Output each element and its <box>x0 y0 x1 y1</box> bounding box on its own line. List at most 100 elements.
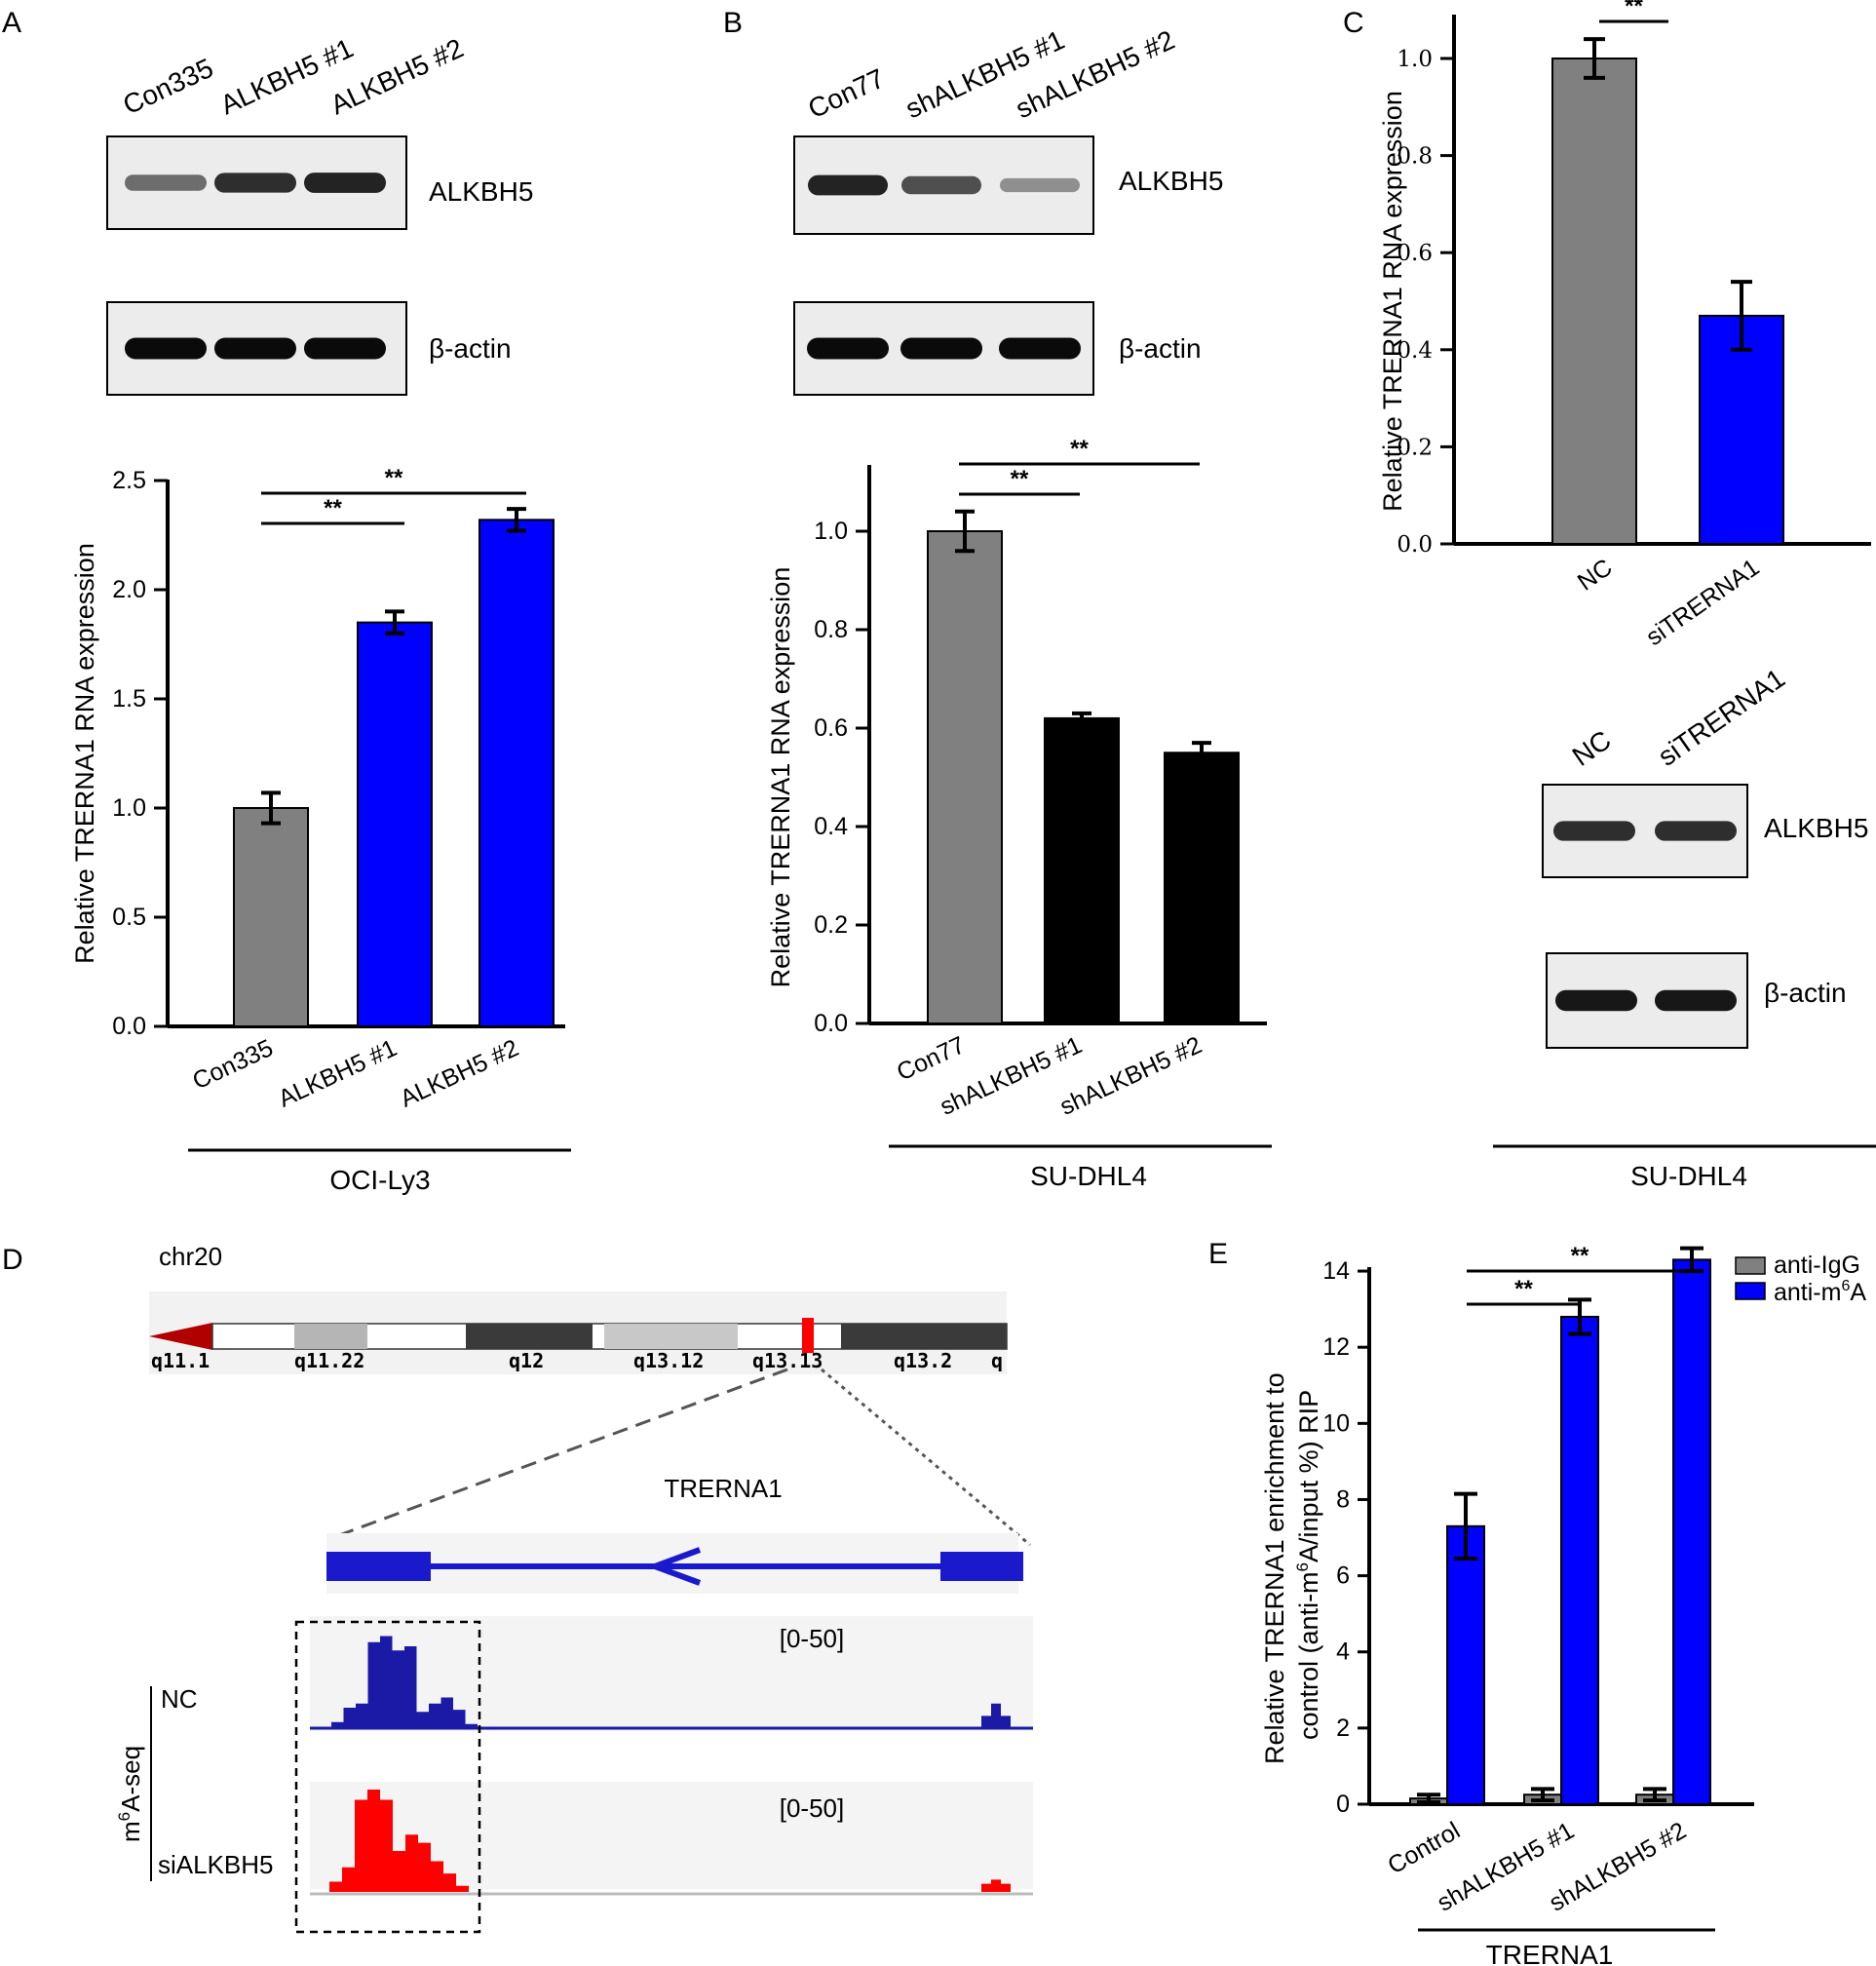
group-label-a: OCI-Ly3 <box>188 1148 571 1195</box>
group-label-text: SU-DHL4 <box>1030 1161 1147 1191</box>
blot-label-actin: β-actin <box>1119 333 1202 364</box>
y-tick-label: 0.2 <box>814 911 848 939</box>
blot-lane-label: siTRERNA1 <box>1653 663 1790 772</box>
group-label-text: SU-DHL4 <box>1630 1161 1747 1191</box>
blot-alkbh5 <box>793 135 1094 235</box>
y-tick-label: 1.0 <box>814 518 848 545</box>
blot-band <box>1555 989 1637 1012</box>
bar <box>927 530 1003 1024</box>
blot-actin <box>793 301 1094 396</box>
y-tick-label: 2 <box>1336 1715 1350 1742</box>
legend-label-m6a: anti-m6A <box>1774 1278 1866 1306</box>
coverage-peak <box>331 1636 478 1728</box>
chart-b: 0.0 0.2 0.4 0.6 0.8 1.0 Relative TRERNA1 RNA e… <box>766 436 1267 1121</box>
blot-alkbh5 <box>1542 784 1748 878</box>
coverage-si <box>329 1790 1011 1892</box>
y-tick-label: 8 <box>1336 1485 1350 1513</box>
blot-band <box>808 174 888 196</box>
y-tick-label: 1.5 <box>112 685 146 713</box>
track-range-nc: [0-50] <box>780 1624 845 1653</box>
blot-label-actin: β-actin <box>429 333 512 364</box>
x-tick-label: ALKBH5 #2 <box>396 1034 522 1113</box>
blot-band <box>1655 989 1737 1012</box>
blot-band <box>304 337 386 360</box>
y-tick-label: 2.5 <box>112 467 146 494</box>
blot-band <box>1000 177 1080 193</box>
significance-label: ** <box>1571 1243 1589 1269</box>
blot-band <box>125 337 207 360</box>
blot-actin <box>1546 952 1748 1049</box>
blot-band <box>125 174 207 191</box>
significance-label: ** <box>324 495 342 521</box>
panel-b-blots: Con77 shALKBH5 #1 shALKBH5 #2 ALKBH5 β-a… <box>793 24 1223 396</box>
bar <box>233 807 309 1027</box>
blot-band <box>900 337 982 360</box>
blot-band <box>999 337 1081 360</box>
coverage-peak <box>981 1703 1011 1728</box>
band-label: q12 <box>509 1349 544 1372</box>
blot-lane-label: Con335 <box>118 53 217 121</box>
band-label: q11.22 <box>294 1349 364 1372</box>
y-tick-label: 0.8 <box>1397 144 1433 170</box>
panel-letter-d: D <box>2 1244 23 1276</box>
ideogram-band <box>294 1324 367 1349</box>
y-tick-label: 6 <box>1336 1562 1350 1590</box>
band-label: q11.1 <box>151 1349 210 1372</box>
x-tick-label: Con335 <box>188 1034 277 1095</box>
blot-label-alkbh5: ALKBH5 <box>1764 813 1868 843</box>
group-label-b: SU-DHL4 <box>889 1144 1272 1191</box>
y-tick-label: 2.0 <box>112 576 146 603</box>
significance-label: ** <box>1011 466 1029 492</box>
blot-label-actin: β-actin <box>1764 978 1847 1008</box>
ideogram-locus-marker <box>802 1318 814 1353</box>
y-tick-label: 0.4 <box>1397 338 1433 364</box>
blot-band <box>901 175 981 195</box>
y-tick-label: 0.0 <box>112 1013 146 1040</box>
significance-label: ** <box>1514 1276 1533 1302</box>
chart-e-ylabel-line1: Relative TRERNA1 enrichment to <box>1260 1372 1289 1764</box>
ideogram-band <box>604 1324 738 1349</box>
ideogram-band <box>466 1324 593 1349</box>
zoom-line-right <box>821 1368 1031 1547</box>
y-tick-label: 1.0 <box>1397 47 1433 72</box>
blot-band <box>807 337 889 360</box>
significance-label: ** <box>385 465 403 491</box>
bar <box>1164 752 1240 1024</box>
blot-band <box>304 173 386 193</box>
blot-band <box>1655 821 1737 841</box>
bar <box>479 519 555 1027</box>
x-tick-label: Control <box>1383 1817 1465 1880</box>
legend-label-igg: anti-IgG <box>1774 1252 1860 1279</box>
centromere-marker <box>149 1323 212 1350</box>
panel-d-genome-browser: chr20 q11.1 q11.22 q12 q13.12 q13.13 q13… <box>115 1242 1033 1934</box>
band-label: q13.13 <box>752 1349 823 1372</box>
panel-letter-a: A <box>2 7 21 39</box>
group-label-text: OCI-Ly3 <box>329 1165 430 1195</box>
x-tick-label: siTRERNA1 <box>1641 554 1764 651</box>
blot-band <box>1553 821 1635 841</box>
band-label: q13.2 <box>894 1349 952 1372</box>
chart-a: 0.0 0.5 1.0 1.5 2.0 2.5 Relative TRERNA1 RNA e… <box>70 465 565 1113</box>
panel-letter-c: C <box>1343 7 1364 39</box>
track-label-si: siALKBH5 <box>158 1850 274 1879</box>
blot-label-alkbh5: ALKBH5 <box>429 176 533 207</box>
blot-band <box>214 173 296 193</box>
blot-label-alkbh5: ALKBH5 <box>1119 166 1223 196</box>
y-tick-label: 0.5 <box>112 904 146 931</box>
bar <box>357 621 433 1027</box>
panel-c-blots: NC siTRERNA1 ALKBH5 β-actin <box>1542 663 1868 1049</box>
y-tick-label: 4 <box>1336 1638 1350 1666</box>
blot-band <box>214 337 296 360</box>
exon <box>326 1552 431 1581</box>
panel-letter-b: B <box>723 7 743 39</box>
y-tick-label: 0.4 <box>814 813 848 840</box>
group-label-e: TRERNA1 <box>1418 1928 1715 1966</box>
band-label: q13.12 <box>633 1349 704 1372</box>
y-axis-label: Relative TRERNA1 RNA expression <box>1378 91 1407 512</box>
y-tick-label: 0.2 <box>1397 435 1433 460</box>
blot-actin <box>106 301 407 396</box>
band-label: q <box>991 1349 1003 1372</box>
bar <box>1446 1524 1485 1806</box>
